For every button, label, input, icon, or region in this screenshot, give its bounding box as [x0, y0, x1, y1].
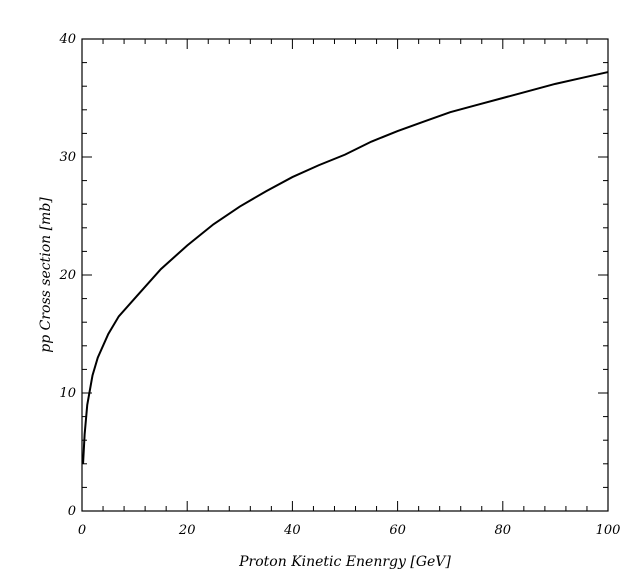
y-tick-label: 20 [58, 268, 76, 283]
plot-frame [81, 38, 609, 512]
y-tick-label: 40 [58, 32, 76, 47]
x-axis-title: Proton Kinetic Enenrgy [GeV] [238, 554, 451, 570]
y-tick-label: 30 [59, 150, 76, 165]
x-tick-label: 20 [178, 523, 196, 538]
axis-ticks [81, 38, 609, 512]
cross-section-curve [82, 71, 609, 464]
x-tick-label: 40 [283, 523, 301, 538]
y-axis-title: pp Cross section [mb] [38, 197, 54, 353]
x-tick-label: 60 [389, 523, 406, 538]
axis-tick-labels: 0 20 40 60 80 100 0 10 20 30 40 [58, 32, 620, 538]
x-tick-label: 100 [596, 523, 621, 538]
x-tick-label: 80 [495, 523, 512, 538]
x-tick-label: 0 [78, 523, 86, 538]
y-tick-label: 10 [59, 386, 76, 401]
y-tick-label: 0 [68, 504, 76, 519]
